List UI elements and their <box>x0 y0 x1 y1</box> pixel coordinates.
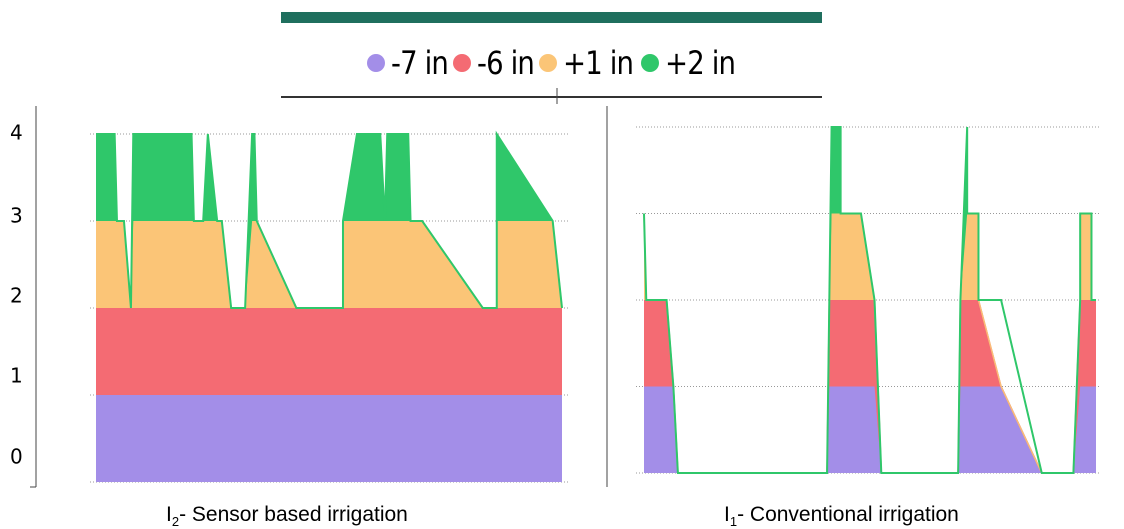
legend-top-bar <box>281 12 822 23</box>
y-tick-label: 1 <box>10 364 23 388</box>
y-tick-label: 2 <box>10 284 23 308</box>
legend-label: -7 in <box>390 44 449 82</box>
left-area-minus7in <box>96 395 562 482</box>
legend-label: -6 in <box>476 44 535 82</box>
right-area-minus7in <box>644 386 1096 473</box>
right-area-minus6in <box>644 300 1096 473</box>
legend-item: -7 in <box>366 44 449 82</box>
left-caption-text: - Sensor based irrigation <box>179 503 408 526</box>
legend-swatch <box>452 54 471 72</box>
left-area-minus6in <box>96 308 562 395</box>
legend-swatch <box>640 54 659 72</box>
legend-bottom-line <box>281 96 822 98</box>
legend-label: +2 in <box>664 44 736 82</box>
legend-item: +2 in <box>640 44 737 82</box>
y-tick-label: 3 <box>10 204 23 228</box>
right-caption-main: I <box>724 503 730 526</box>
legend-label: +1 in <box>563 44 634 82</box>
legend-swatch <box>539 54 558 72</box>
y-tick-label: 4 <box>10 121 23 145</box>
legend: -7 in -6 in +1 in +2 in <box>281 12 822 98</box>
left-total-line <box>96 130 563 309</box>
legend-item: +1 in <box>539 44 635 82</box>
right-chart-caption: I1- Conventional irrigation <box>724 503 959 529</box>
left-area-plus1in <box>96 221 562 308</box>
right-caption-text: - Conventional irrigation <box>737 503 959 526</box>
legend-item: -6 in <box>452 44 535 82</box>
legend-swatch <box>366 54 385 72</box>
right-total-line <box>643 126 1096 474</box>
legend-items: -7 in -6 in +1 in +2 in <box>281 38 822 88</box>
right-caption-sub: 1 <box>729 514 738 529</box>
left-caption-main: I <box>166 503 172 526</box>
left-caption-sub: 2 <box>171 514 180 529</box>
y-tick-label: 0 <box>10 445 23 469</box>
left-chart-caption: I2- Sensor based irrigation <box>166 503 408 529</box>
